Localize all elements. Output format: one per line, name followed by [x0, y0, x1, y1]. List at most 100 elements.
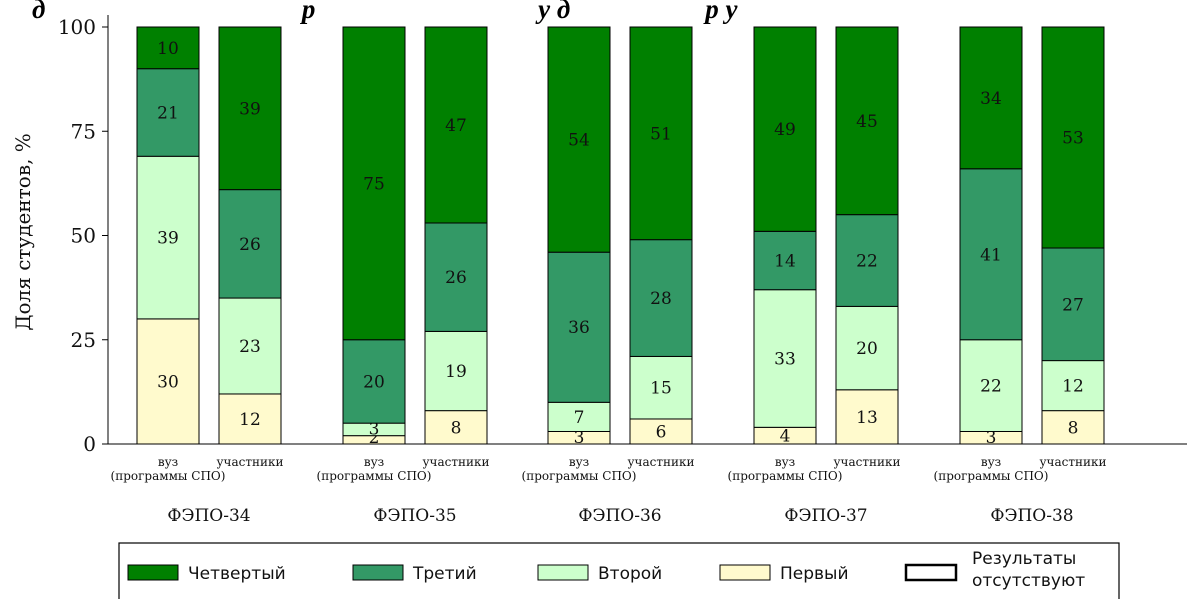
bar-value-label: 49 [774, 120, 796, 140]
category-label: участники [627, 455, 694, 469]
bar-value-label: 39 [157, 229, 179, 249]
legend-swatch [719, 564, 771, 581]
category-label-line2: (программы СПО) [934, 469, 1049, 483]
group-label: ФЭПО-35 [373, 506, 456, 526]
bar-value-label: 34 [980, 89, 1002, 109]
bar-segment [424, 330, 488, 412]
bar-value-label: 22 [856, 252, 878, 272]
bar-segment [629, 26, 693, 241]
chart-title-fragment: д р у д р у [32, 0, 739, 24]
category-label: вуз [364, 455, 384, 469]
y-tick-label: 50 [71, 224, 96, 248]
bar-segment [218, 297, 282, 395]
legend-label: Второй [598, 564, 662, 584]
bar-value-label: 36 [568, 318, 590, 338]
legend-label: Первый [780, 564, 849, 584]
bar-value-label: 22 [980, 377, 1002, 397]
bars: 3039211012232639232075819264737365461528… [136, 26, 1105, 448]
bar-segment [424, 26, 488, 224]
x-axis: вуз(программы СПО)участники вуз(программы… [111, 455, 1107, 526]
category-label: вуз [569, 455, 589, 469]
y-tick-label: 75 [71, 119, 96, 143]
bar-value-label: 20 [856, 339, 878, 359]
bar-segment [835, 26, 899, 216]
bar-segment [959, 168, 1023, 341]
category-label: вуз [981, 455, 1001, 469]
legend-swatch [904, 563, 958, 582]
bar-segment [218, 26, 282, 191]
bar-segment [547, 401, 611, 432]
bar-value-label: 28 [650, 289, 672, 309]
bar-value-label: 27 [1062, 295, 1084, 315]
category-label: вуз [158, 455, 178, 469]
bar-segment [629, 418, 693, 445]
category-label: вуз [775, 455, 795, 469]
y-tick-label: 100 [58, 15, 96, 39]
bar-value-label: 8 [1068, 418, 1079, 438]
bar-value-label: 30 [157, 372, 179, 392]
bar-value-label: 19 [445, 362, 467, 382]
bar-segment [629, 239, 693, 357]
legend-label: Результаты [972, 549, 1076, 569]
bar-segment [1041, 410, 1105, 445]
bar-value-label: 3 [986, 428, 997, 448]
legend: Четвертый Третий Второй Первый Результатыотс… [118, 542, 1120, 599]
bar-value-label: 75 [363, 174, 385, 194]
bar-value-label: 39 [239, 99, 261, 119]
bar-value-label: 8 [451, 418, 462, 438]
bar-segment [547, 251, 611, 403]
legend-swatch [537, 564, 589, 581]
legend-swatch [352, 564, 404, 581]
bar-value-label: 26 [445, 268, 467, 288]
category-label: участники [833, 455, 900, 469]
category-label: участники [422, 455, 489, 469]
bar-value-label: 7 [574, 408, 585, 428]
bar-value-label: 33 [774, 350, 796, 370]
bar-value-label: 13 [856, 408, 878, 428]
group-label: ФЭПО-38 [990, 506, 1073, 526]
bar-value-label: 21 [157, 103, 179, 123]
bar-segment [835, 214, 899, 307]
bar-segment [136, 68, 200, 157]
bar-value-label: 10 [157, 39, 179, 59]
category-label-line2: (программы СПО) [111, 469, 226, 483]
bar-value-label: 12 [1062, 377, 1084, 397]
bar-value-label: 3 [574, 428, 585, 448]
bar-segment [1041, 360, 1105, 412]
bar-value-label: 26 [239, 235, 261, 255]
bar-value-label: 45 [856, 112, 878, 132]
bar-segment [835, 389, 899, 445]
group-label: ФЭПО-36 [578, 506, 661, 526]
bar-segment [547, 26, 611, 253]
y-tick-label: 0 [83, 432, 96, 456]
bar-segment [959, 26, 1023, 170]
bar-value-label: 4 [780, 427, 791, 447]
bar-value-label: 54 [568, 131, 590, 151]
group-label: ФЭПО-34 [167, 506, 250, 526]
bar-value-label: 12 [239, 410, 261, 430]
legend-label: Четвертый [188, 564, 286, 584]
bar-segment [218, 393, 282, 445]
bar-value-label: 3 [369, 420, 380, 440]
bar-segment [1041, 247, 1105, 362]
bar-segment [753, 26, 817, 232]
bar-segment [424, 410, 488, 445]
bar-value-label: 47 [445, 116, 467, 136]
bar-segment [424, 222, 488, 332]
category-label-line2: (программы СПО) [317, 469, 432, 483]
legend-label: Третий [412, 564, 477, 584]
bar-segment [629, 355, 693, 420]
bar-value-label: 53 [1062, 129, 1084, 149]
category-label-line2: (программы СПО) [728, 469, 843, 483]
y-tick-label: 25 [71, 328, 96, 352]
y-axis-label: Доля студентов, % [11, 133, 35, 331]
bar-value-label: 41 [980, 245, 1002, 265]
category-label-line2: (программы СПО) [522, 469, 637, 483]
bar-segment [136, 26, 200, 70]
bar-value-label: 2 [369, 428, 380, 448]
bar-segment [753, 289, 817, 428]
bar-segment [835, 305, 899, 391]
bar-value-label: 14 [774, 252, 796, 272]
bar-value-label: 51 [650, 124, 672, 144]
